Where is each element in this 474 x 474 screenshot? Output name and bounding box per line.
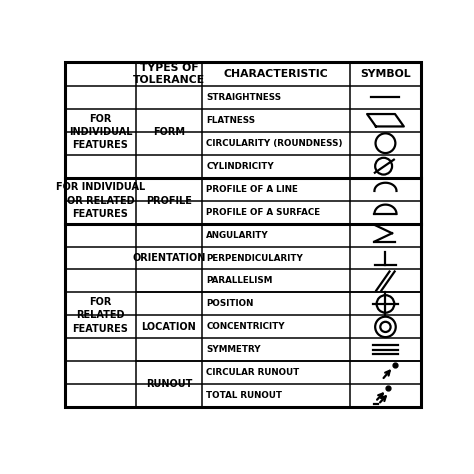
Text: FOR
RELATED
FEATURES: FOR RELATED FEATURES [73, 297, 128, 334]
Text: FORM: FORM [153, 127, 185, 137]
Text: CONCENTRICITY: CONCENTRICITY [206, 322, 285, 331]
Text: CYLINDRICITY: CYLINDRICITY [206, 162, 274, 171]
Text: PROFILE OF A SURFACE: PROFILE OF A SURFACE [206, 208, 320, 217]
Text: LOCATION: LOCATION [142, 322, 196, 332]
Text: FLATNESS: FLATNESS [206, 116, 255, 125]
Text: PARALLELISM: PARALLELISM [206, 276, 273, 285]
Text: SYMMETRY: SYMMETRY [206, 346, 261, 355]
Text: TYPES OF
TOLERANCE: TYPES OF TOLERANCE [133, 63, 205, 85]
Text: PROFILE: PROFILE [146, 196, 192, 206]
Text: CHARACTERISTIC: CHARACTERISTIC [224, 69, 328, 79]
Text: PERPENDICULARITY: PERPENDICULARITY [206, 254, 303, 263]
Text: ORIENTATION: ORIENTATION [132, 253, 206, 263]
Text: FOR INDIVIDUAL
OR RELATED
FEATURES: FOR INDIVIDUAL OR RELATED FEATURES [56, 182, 145, 219]
Text: TOTAL RUNOUT: TOTAL RUNOUT [206, 391, 283, 400]
Text: CIRCULARITY (ROUNDNESS): CIRCULARITY (ROUNDNESS) [206, 139, 343, 148]
Text: FOR
INDIVIDUAL
FEATURES: FOR INDIVIDUAL FEATURES [69, 114, 132, 150]
Text: STRAIGHTNESS: STRAIGHTNESS [206, 93, 282, 102]
Text: SYMBOL: SYMBOL [360, 69, 411, 79]
Text: CIRCULAR RUNOUT: CIRCULAR RUNOUT [206, 368, 300, 377]
Text: ANGULARITY: ANGULARITY [206, 230, 269, 239]
Text: RUNOUT: RUNOUT [146, 379, 192, 389]
Text: POSITION: POSITION [206, 300, 254, 309]
Text: PROFILE OF A LINE: PROFILE OF A LINE [206, 185, 298, 194]
